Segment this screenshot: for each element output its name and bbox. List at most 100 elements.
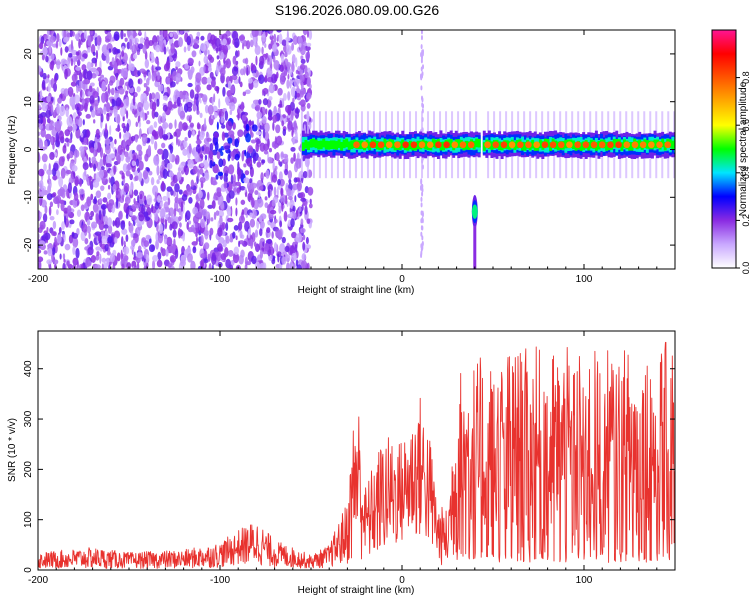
heatmap-cell	[118, 210, 123, 221]
heatmap-cell	[207, 253, 211, 262]
heatmap-cell	[264, 75, 268, 82]
heatmap-cell	[152, 259, 156, 269]
heatmap-cell	[638, 139, 642, 149]
heatmap-cell	[105, 122, 108, 134]
heatmap-cell	[508, 141, 516, 149]
heatmap-cell	[265, 52, 269, 59]
heatmap-cell	[293, 177, 298, 183]
heatmap-cell	[47, 83, 51, 93]
heatmap-cell	[95, 128, 100, 137]
heatmap-cell	[200, 130, 206, 138]
heatmap-cell	[299, 227, 306, 234]
heatmap-cell	[673, 139, 675, 148]
heatmap-cell	[130, 231, 134, 238]
heatmap-cell	[645, 140, 649, 149]
heatmap-cell	[209, 159, 213, 169]
heatmap-cell	[605, 142, 609, 151]
heatmap-cell	[630, 142, 634, 151]
heatmap-cell	[62, 253, 66, 260]
heatmap-cell	[63, 215, 67, 225]
heatmap-cell	[58, 226, 62, 234]
snr-y-label: SNR (10 * v/v)	[7, 418, 18, 482]
heatmap-cell	[107, 83, 110, 93]
heatmap-cell	[274, 136, 278, 145]
heatmap-cell	[61, 221, 65, 231]
heatmap-cell	[250, 131, 254, 138]
y-tick-label: 0	[23, 146, 34, 152]
heatmap-cell	[226, 207, 232, 217]
snr-x-label: Height of straight line (km)	[298, 585, 415, 596]
heatmap-cell	[288, 178, 292, 185]
heatmap-cell	[296, 85, 300, 93]
heatmap-cell	[103, 224, 109, 229]
heatmap-cell	[252, 99, 259, 105]
heatmap-cell	[229, 237, 234, 243]
heatmap-cell	[233, 225, 239, 231]
heatmap-cell	[141, 134, 148, 144]
heatmap-cell	[67, 182, 73, 194]
heatmap-cell	[254, 229, 259, 238]
heatmap-cell	[87, 35, 91, 47]
heatmap-cell	[257, 192, 261, 199]
heatmap-cell	[48, 125, 52, 131]
heatmap-cell	[109, 253, 115, 263]
heatmap-cell	[162, 153, 165, 161]
heatmap-cell	[473, 225, 477, 269]
heatmap-cell	[247, 228, 251, 239]
heatmap-cell	[123, 84, 126, 92]
heatmap-cell	[224, 110, 229, 121]
heatmap-cell	[137, 245, 142, 252]
heatmap-cell	[590, 141, 598, 149]
heatmap-cell	[114, 217, 121, 229]
heatmap-cell	[48, 205, 52, 216]
heatmap-cell	[198, 60, 201, 67]
heatmap-cell	[93, 196, 97, 204]
heatmap-cell	[308, 203, 313, 209]
heatmap-cell	[116, 113, 121, 125]
heatmap-cell	[41, 54, 45, 61]
heatmap-cell	[116, 197, 119, 209]
heatmap-cell	[43, 42, 46, 48]
heatmap-cell	[292, 97, 295, 103]
heatmap-cell	[421, 64, 424, 70]
heatmap-cell	[208, 263, 212, 269]
heatmap-cell	[87, 246, 94, 256]
heatmap-cell	[38, 139, 44, 149]
heatmap-cell	[255, 131, 262, 136]
heatmap-cell	[101, 263, 104, 269]
heatmap-cell	[291, 231, 297, 239]
heatmap-cell	[57, 136, 60, 146]
heatmap-cell	[262, 128, 266, 139]
heatmap-cell	[292, 136, 295, 145]
heatmap-cell	[193, 42, 198, 48]
heatmap-cell	[104, 138, 111, 146]
heatmap-cell	[255, 138, 261, 144]
heatmap-cell	[70, 58, 74, 67]
heatmap-cell	[245, 132, 251, 143]
heatmap-cell	[244, 89, 251, 95]
heatmap-cell	[272, 114, 278, 123]
heatmap-cell	[290, 157, 294, 164]
heatmap-cell	[62, 262, 66, 269]
heatmap-cell	[237, 50, 240, 57]
colorbar-tick-label: 0.6	[741, 119, 750, 132]
heatmap-cell	[222, 45, 229, 55]
heatmap-cell	[39, 179, 44, 191]
heatmap-cell	[238, 240, 241, 248]
heatmap-cell	[82, 79, 88, 85]
heatmap-cell	[64, 46, 69, 53]
heatmap-cell	[484, 141, 491, 149]
heatmap-cell	[457, 139, 461, 148]
heatmap-cell	[607, 141, 614, 149]
heatmap-cell	[87, 47, 91, 53]
heatmap-cell	[236, 166, 242, 177]
heatmap-cell	[281, 120, 285, 127]
heatmap-cell	[282, 128, 287, 136]
heatmap-cell	[261, 115, 267, 124]
heatmap-cell	[188, 197, 193, 204]
heatmap-cell	[286, 61, 292, 68]
heatmap-cell	[277, 178, 281, 186]
heatmap-cell	[55, 40, 59, 49]
heatmap-cell	[121, 263, 125, 269]
heatmap-cell	[61, 188, 66, 199]
